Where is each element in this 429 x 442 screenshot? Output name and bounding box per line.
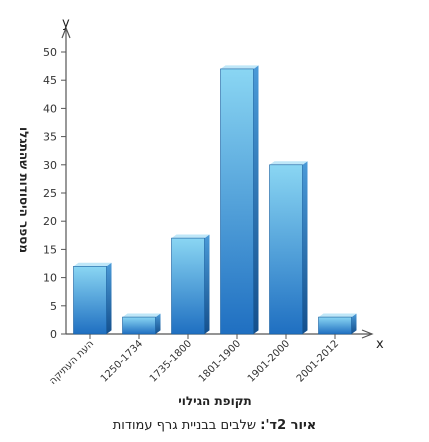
bar-cap [122,313,161,318]
y-tick-label: 35 [43,131,57,144]
category-labels: העת העתיקה 1250-1734 1735-1800 1801-1900 190… [47,334,341,387]
y-tick-label: 25 [43,187,57,200]
bar [73,262,112,335]
bar-front [269,164,303,335]
bar [269,161,308,335]
caption-text: שלבים בבניית גרף עמודות [112,418,261,433]
bar-front [318,316,352,335]
y-tick-label: 30 [43,159,57,172]
x-axis-letter: x [376,337,384,352]
bar-cap [269,161,308,165]
x-tick-label: 1250-1734 [99,338,145,384]
bar-cap [73,262,112,267]
x-axis-title: תקופת הגילוי [178,394,251,408]
bar [122,313,161,335]
y-tick-label: 20 [43,215,57,228]
x-tick-label: 2001-2012 [295,338,341,384]
figure-caption: איור 2ד': שלבים בבניית גרף עמודות [0,418,429,433]
x-tick-label: 1801-1900 [197,338,243,384]
x-axis-arrow [361,329,374,339]
bars [73,65,357,335]
caption-label: איור 2ד': [260,418,317,433]
bar-chart: 0 5 10 15 20 25 30 35 40 45 50 העת העתיקה 1250-1734… [17,16,384,408]
y-tick-label: 5 [50,300,57,313]
y-axis-title: מספר היסודות שהתגלו [17,127,31,253]
bar-cap [220,65,259,69]
bar-cap [318,313,357,318]
x-tick-label: העת העתיקה [47,338,96,387]
y-axis-arrow [61,26,71,39]
bar-side [155,313,161,334]
bar-side [302,161,308,334]
y-tick-label: 45 [43,74,57,87]
y-tick-label: 50 [43,46,57,59]
bar-front [73,266,107,335]
bar-side [351,313,357,334]
y-axis: 0 5 10 15 20 25 30 35 40 45 50 [43,26,71,341]
x-tick-label: 1901-2000 [246,338,292,384]
y-axis-letter: y [62,16,70,31]
bar-side [106,262,112,334]
y-tick-label: 0 [50,328,57,341]
bar-front [122,316,156,335]
x-tick-label: 1735-1800 [148,338,194,384]
bar-side [253,65,259,334]
y-tick-label: 40 [43,102,57,115]
y-tick-label: 15 [43,243,57,256]
bar [220,65,259,335]
y-tick-label: 10 [43,272,57,285]
bar-side [204,234,210,334]
bar-front [220,68,254,335]
bar [318,313,357,335]
bar-front [171,237,205,335]
bar-cap [171,234,210,239]
bar [171,234,210,335]
